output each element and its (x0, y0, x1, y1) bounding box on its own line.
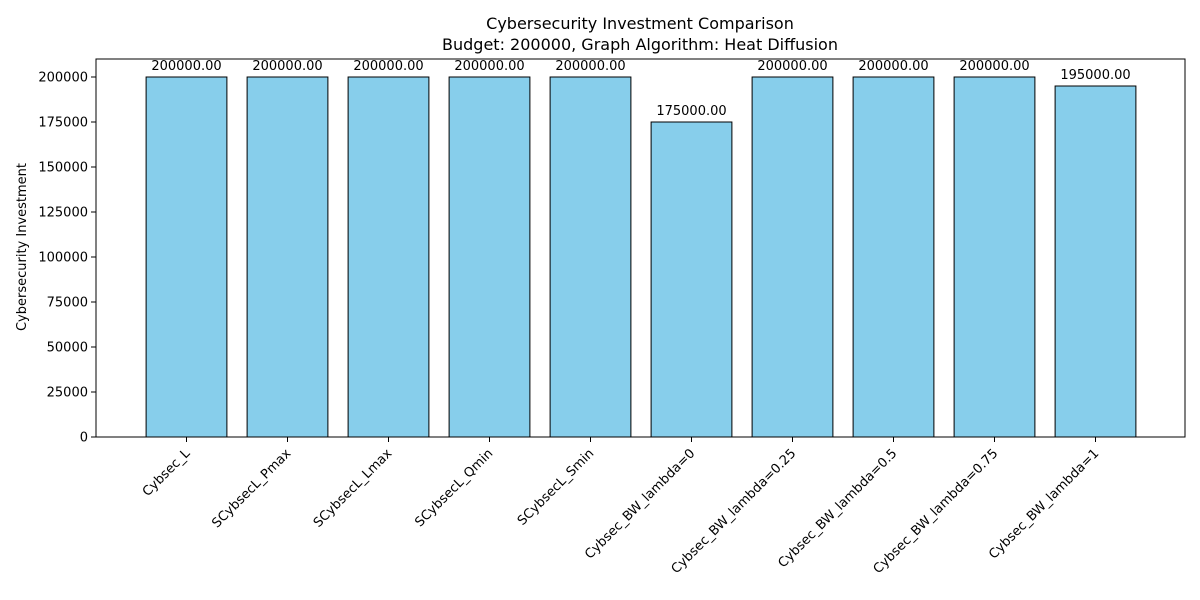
bar (953, 76, 1036, 438)
bar-value-label: 200000.00 (353, 59, 423, 74)
x-tick-label: Cybsec_BW_lambda=0.5 (776, 446, 901, 571)
bar-value-label: 175000.00 (656, 104, 726, 119)
x-tick-label: SCybsecL_Lmax (311, 446, 396, 531)
bar-value-label: 200000.00 (151, 59, 221, 74)
bar (1054, 85, 1137, 438)
y-tick-label: 150000 (38, 161, 88, 176)
bar-value-label: 200000.00 (858, 59, 928, 74)
y-tick-label: 25000 (47, 386, 88, 401)
bar (650, 121, 733, 438)
bar (246, 76, 329, 438)
chart-title: Cybersecurity Investment Comparison (486, 14, 794, 33)
bar (347, 76, 430, 438)
bar (145, 76, 228, 438)
y-tick-label: 75000 (47, 296, 88, 311)
bar-value-label: 200000.00 (959, 59, 1029, 74)
x-tick-label: Cybsec_BW_lambda=0 (582, 446, 698, 562)
bar-value-label: 200000.00 (555, 59, 625, 74)
bar (549, 76, 632, 438)
x-tick-label: SCybsecL_Smin (515, 446, 598, 529)
y-tick-label: 0 (80, 431, 88, 446)
y-tick-label: 50000 (47, 341, 88, 356)
x-ticks: Cybsec_L SCybsecL_Pmax SCybsecL_Lmax SCybse… (140, 437, 1102, 577)
bar (852, 76, 935, 438)
x-tick-label: SCybsecL_Qmin (412, 446, 496, 530)
plot-frame (95, 58, 1186, 438)
bar (751, 76, 834, 438)
chart-subtitle: Budget: 200000, Graph Algorithm: Heat Di… (442, 35, 838, 54)
x-tick-label: Cybsec_L (140, 446, 194, 500)
bar (448, 76, 531, 438)
y-axis-label: Cybersecurity Investment (15, 163, 30, 331)
x-tick-label: SCybsecL_Pmax (209, 446, 294, 531)
y-tick-label: 125000 (38, 206, 88, 221)
bar-value-label: 195000.00 (1060, 68, 1130, 83)
bars-group: 200000.00 200000.00 200000.00 200000.00 2000… (145, 59, 1137, 438)
y-tick-label: 100000 (38, 251, 88, 266)
bar-value-label: 200000.00 (252, 59, 322, 74)
x-tick-label: Cybsec_BW_lambda=1 (986, 446, 1102, 562)
bar-value-label: 200000.00 (757, 59, 827, 74)
y-tick-label: 200000 (38, 71, 88, 86)
bar-value-label: 200000.00 (454, 59, 524, 74)
y-tick-label: 175000 (38, 116, 88, 131)
y-ticks: 0 25000 50000 75000 100000 125000 150000 175000… (38, 71, 96, 446)
